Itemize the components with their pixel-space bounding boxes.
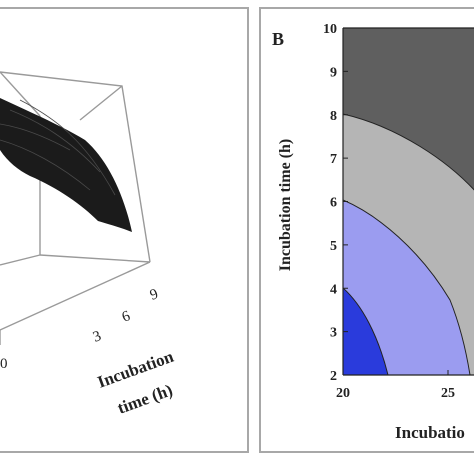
contour-y-title: Incubation time (h) [277,139,294,271]
contour-y-tick-label: 9 [330,65,337,80]
contour-y-tick-label: 8 [330,109,337,124]
contour-regions [343,28,474,375]
contour-region-blue [343,288,388,375]
contour-y-tick-label: 3 [330,326,337,341]
panel-a-x-tick-0: 0 [0,356,8,372]
contour-y-tick-label: 5 [330,239,337,254]
contour-x-tick-label: 20 [336,386,350,401]
panel-b-label: B [272,29,284,49]
contour-y-tick-label: 10 [323,22,337,37]
contour-x-ticks: 20 25 [336,370,455,401]
contour-y-tick-label: 2 [330,369,337,384]
panel-a-frame [0,7,249,453]
contour-y-tick-label: 6 [330,196,337,211]
contour-y-tick-label: 7 [330,152,337,167]
contour-y-tick-label: 4 [330,282,337,297]
contour-x-title: Incubatio [395,423,465,442]
contour-x-tick-label: 25 [441,386,455,401]
contour-region-light-blue [343,200,470,375]
panel-a: 3 6 9 0 Incubation time (h) [0,7,249,453]
response-surface [0,98,132,232]
contour-y-ticks: 2 3 4 5 6 7 8 9 10 [323,22,348,384]
